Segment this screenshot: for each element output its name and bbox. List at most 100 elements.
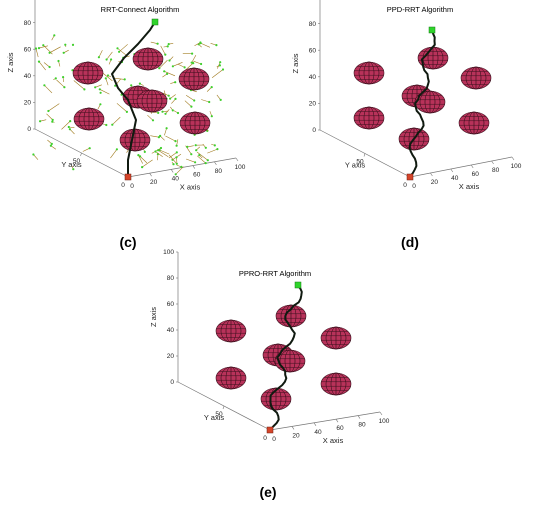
tree-node [116, 47, 119, 50]
tree-node [168, 59, 171, 62]
tree-edge [138, 154, 143, 164]
tree-node [218, 64, 221, 67]
x-tick-label: 80 [358, 422, 366, 429]
tree-node [115, 148, 118, 151]
obstacle-sphere [320, 326, 352, 350]
x-tick-label: 40 [451, 175, 459, 182]
tree-node [39, 120, 42, 123]
tree-node [48, 51, 51, 54]
x-tick [357, 415, 361, 419]
tree-edge [82, 147, 90, 152]
tree-edge [197, 155, 206, 164]
y-tick-label: 0 [121, 182, 125, 189]
planned-path [111, 21, 156, 177]
tree-node [186, 145, 189, 148]
obstacle-sphere [72, 61, 104, 85]
tree-node [72, 168, 75, 171]
tree-node [50, 142, 53, 145]
z-axis-label: Z axis [149, 307, 158, 327]
tree-edge [61, 120, 71, 130]
tree-edge [110, 149, 118, 159]
tree-edge [207, 148, 218, 154]
tree-edge [73, 80, 85, 90]
tree-edge [115, 78, 125, 80]
y-axis-label: Y axis [345, 161, 366, 170]
tree-node [163, 70, 166, 73]
sphere-meridian [403, 127, 425, 151]
obstacle-sphere [178, 67, 210, 91]
z-tick-label: 60 [24, 46, 32, 53]
tree-node [88, 147, 91, 150]
tree-edge [35, 48, 39, 58]
tree-node [94, 86, 97, 89]
x-tick-label: 100 [511, 163, 522, 170]
tree-edge [164, 128, 167, 136]
obstacle-sphere [119, 128, 151, 152]
tree-edge [43, 62, 50, 68]
obstacle-sphere [353, 106, 385, 130]
tree-node [167, 94, 170, 97]
x-tick-label: 60 [193, 172, 201, 179]
tree-edge [211, 69, 224, 79]
panel-d-title: PPD-RRT Algorithm [387, 5, 453, 14]
tree-edge [160, 45, 166, 55]
x-axis-label: X axis [323, 436, 344, 445]
tree-edge [196, 151, 208, 161]
tree-edge [49, 46, 61, 54]
tree-node [98, 88, 101, 91]
tree-node [191, 52, 194, 55]
sphere-meridian [419, 90, 441, 114]
sphere-meridian [220, 319, 242, 343]
obstacle-sphere [320, 372, 352, 396]
tree-node [200, 62, 203, 66]
tree-node [164, 53, 167, 56]
tree-node [138, 82, 141, 85]
tree-node [192, 62, 195, 65]
tree-node [174, 81, 177, 84]
tree-node [199, 41, 202, 44]
y-tick-label: 0 [263, 435, 267, 442]
tree-node [180, 165, 183, 168]
tree-edge [141, 159, 153, 168]
tree-node [99, 91, 102, 94]
tree-edge [175, 166, 184, 175]
y-tick [363, 153, 366, 157]
x-tick [235, 157, 239, 162]
tree-edge [116, 103, 128, 113]
tree-node [215, 44, 218, 47]
tree-edge [177, 63, 185, 68]
z-tick-label: 0 [27, 126, 31, 133]
tree-node [67, 125, 70, 129]
tree-edge [194, 42, 201, 47]
x-tick [313, 422, 317, 426]
obstacle-sphere [460, 66, 492, 90]
obstacle-sphere [132, 47, 164, 71]
x-tick-label: 100 [379, 418, 390, 425]
tree-node [169, 97, 172, 100]
obstacle-sphere [414, 90, 446, 114]
x-tick [214, 161, 217, 165]
tree-node [219, 61, 222, 64]
tree-node [156, 42, 159, 45]
tree-node [208, 100, 211, 104]
tree-node [137, 154, 140, 157]
tree-node [216, 148, 219, 151]
tree-edge [106, 51, 113, 60]
tree-node [183, 66, 186, 69]
tree-edge [168, 154, 178, 164]
tree-node [190, 153, 193, 156]
tree-edge [169, 94, 176, 99]
y-axis-label: Y axis [61, 160, 82, 169]
y-tick-label: 50 [73, 158, 81, 165]
y-tick [80, 152, 82, 157]
obstacle-sphere [353, 61, 385, 85]
tree-edge [193, 60, 202, 65]
tree-edge [187, 145, 194, 148]
z-tick-label: 20 [167, 353, 175, 360]
tree-node [37, 47, 41, 50]
tree-edge [185, 158, 196, 163]
tree-edge [159, 59, 168, 69]
sphere-meridian [358, 106, 380, 130]
tree-node [49, 144, 53, 147]
planned-path [408, 29, 436, 178]
